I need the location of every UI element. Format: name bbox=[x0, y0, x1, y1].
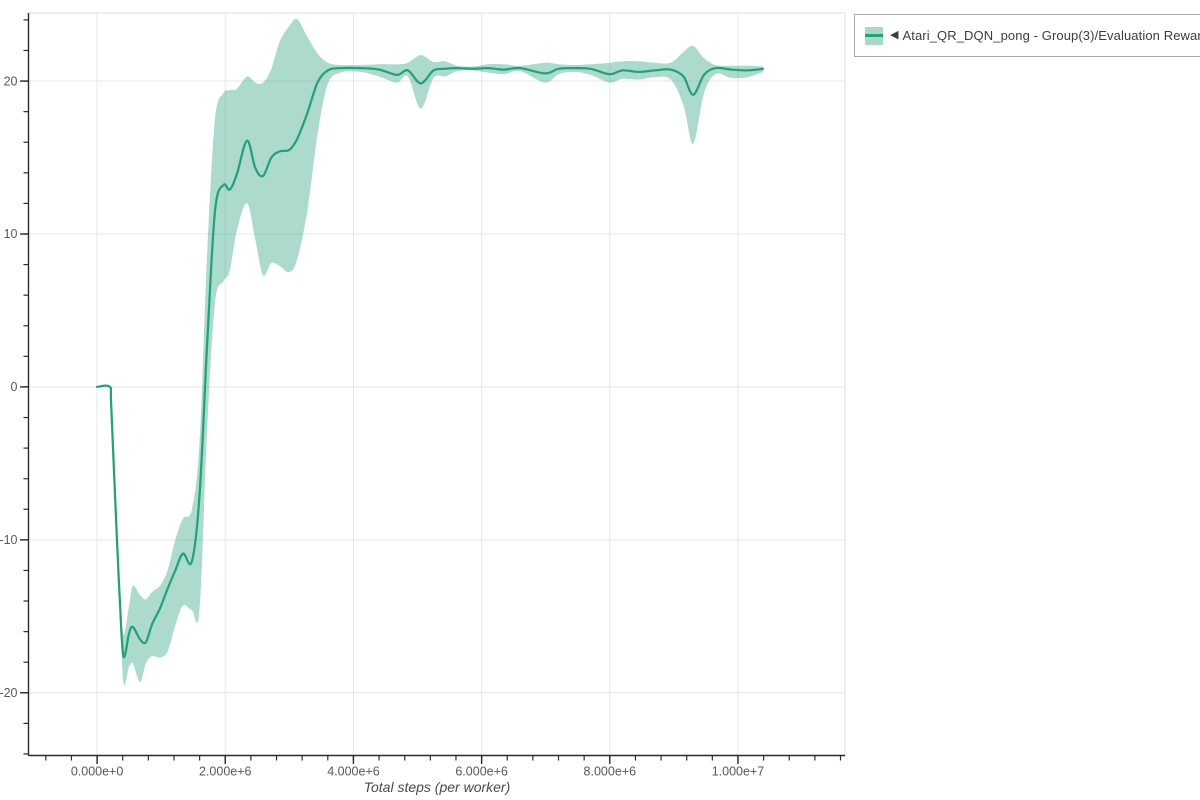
x-tick-label: 4.000e+6 bbox=[327, 765, 380, 779]
x-axis-title: Total steps (per worker) bbox=[363, 779, 511, 795]
mean-line bbox=[95, 66, 765, 659]
legend[interactable]: ◀ Atari_QR_DQN_pong - Group(3)/Evaluatio… bbox=[854, 14, 1200, 57]
y-tick-label: -20 bbox=[0, 686, 18, 700]
confidence-band bbox=[97, 18, 764, 686]
series-swatch-line-icon bbox=[865, 33, 883, 37]
x-tick-label: 8.000e+6 bbox=[584, 765, 637, 779]
x-tick-label: 1.000e+7 bbox=[712, 765, 765, 779]
y-tick-label: -10 bbox=[0, 533, 18, 547]
x-tick-label: 0.000e+0 bbox=[71, 765, 124, 779]
legend-collapse-icon: ◀ bbox=[890, 29, 899, 41]
y-tick-label: 0 bbox=[11, 380, 18, 394]
y-tick-label: 10 bbox=[4, 227, 18, 241]
x-tick-label: 6.000e+6 bbox=[455, 765, 508, 779]
series-swatch-icon bbox=[865, 26, 883, 45]
x-tick-label: 2.000e+6 bbox=[199, 765, 252, 779]
y-tick-label: 20 bbox=[4, 74, 18, 88]
legend-series-label: Atari_QR_DQN_pong - Group(3)/Evaluation … bbox=[902, 28, 1200, 43]
